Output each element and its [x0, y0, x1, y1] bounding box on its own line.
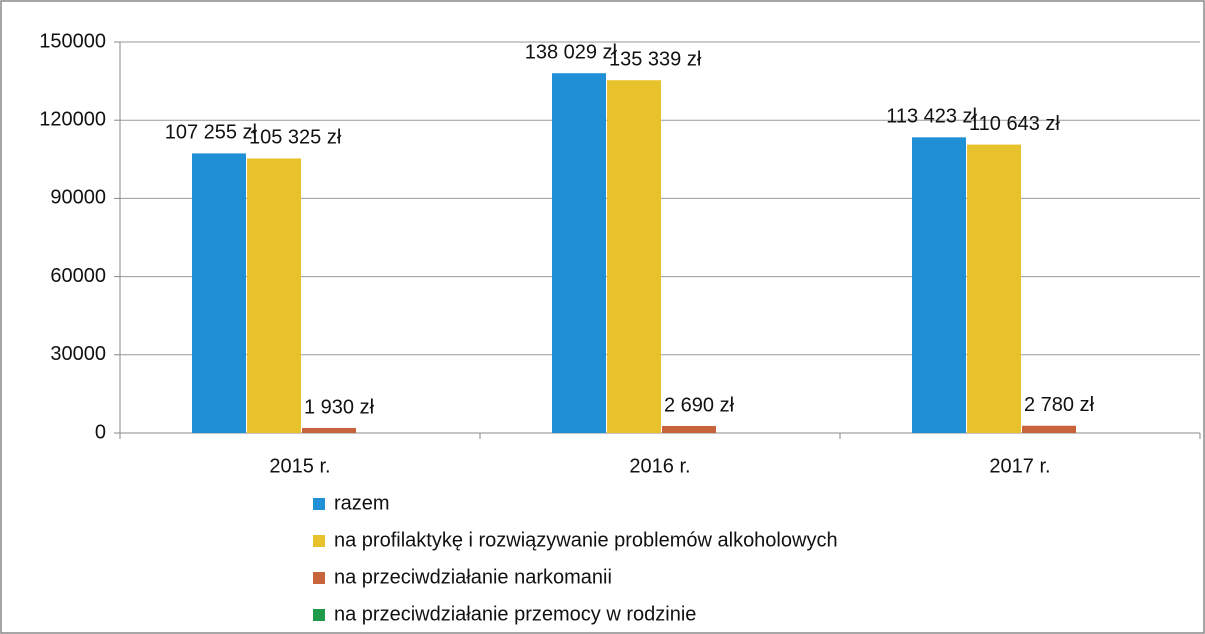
legend-label: razem	[334, 492, 390, 514]
bar	[967, 144, 1021, 433]
y-tick-label: 150000	[39, 30, 106, 52]
y-tick-label: 30000	[50, 343, 106, 365]
bar	[912, 137, 966, 433]
legend-marker	[313, 609, 325, 621]
bar	[1022, 425, 1076, 433]
x-tick-label: 2016 r.	[629, 455, 690, 477]
y-tick-label: 0	[95, 421, 106, 443]
legend-marker	[313, 572, 325, 584]
data-label: 135 339 zł	[609, 48, 702, 70]
legend-marker	[313, 498, 325, 510]
data-label: 1 930 zł	[304, 396, 375, 418]
data-label: 105 325 zł	[249, 127, 342, 149]
data-label: 138 029 zł	[525, 41, 618, 63]
data-label: 107 255 zł	[165, 122, 258, 144]
x-tick-label: 2017 r.	[989, 455, 1050, 477]
y-tick-label: 120000	[39, 108, 106, 130]
bar	[302, 427, 356, 433]
data-label: 113 423 zł	[886, 106, 977, 128]
y-tick-label: 60000	[50, 265, 106, 287]
legend-label: na profilaktykę i rozwiązywanie problemó…	[334, 529, 838, 551]
bar	[662, 425, 716, 433]
bar	[192, 153, 246, 433]
bar	[607, 80, 661, 433]
data-label: 2 690 zł	[664, 394, 735, 416]
x-tick-label: 2015 r.	[269, 455, 330, 477]
bar	[552, 73, 606, 433]
bar	[247, 158, 301, 434]
data-label: 110 643 zł	[969, 113, 1060, 135]
y-tick-label: 90000	[50, 187, 106, 209]
data-label: 2 780 zł	[1024, 394, 1095, 416]
legend-label: na przeciwdziałanie narkomanii	[334, 566, 612, 588]
legend-marker	[313, 535, 325, 547]
legend-label: na przeciwdziałanie przemocy w rodzinie	[334, 603, 696, 625]
